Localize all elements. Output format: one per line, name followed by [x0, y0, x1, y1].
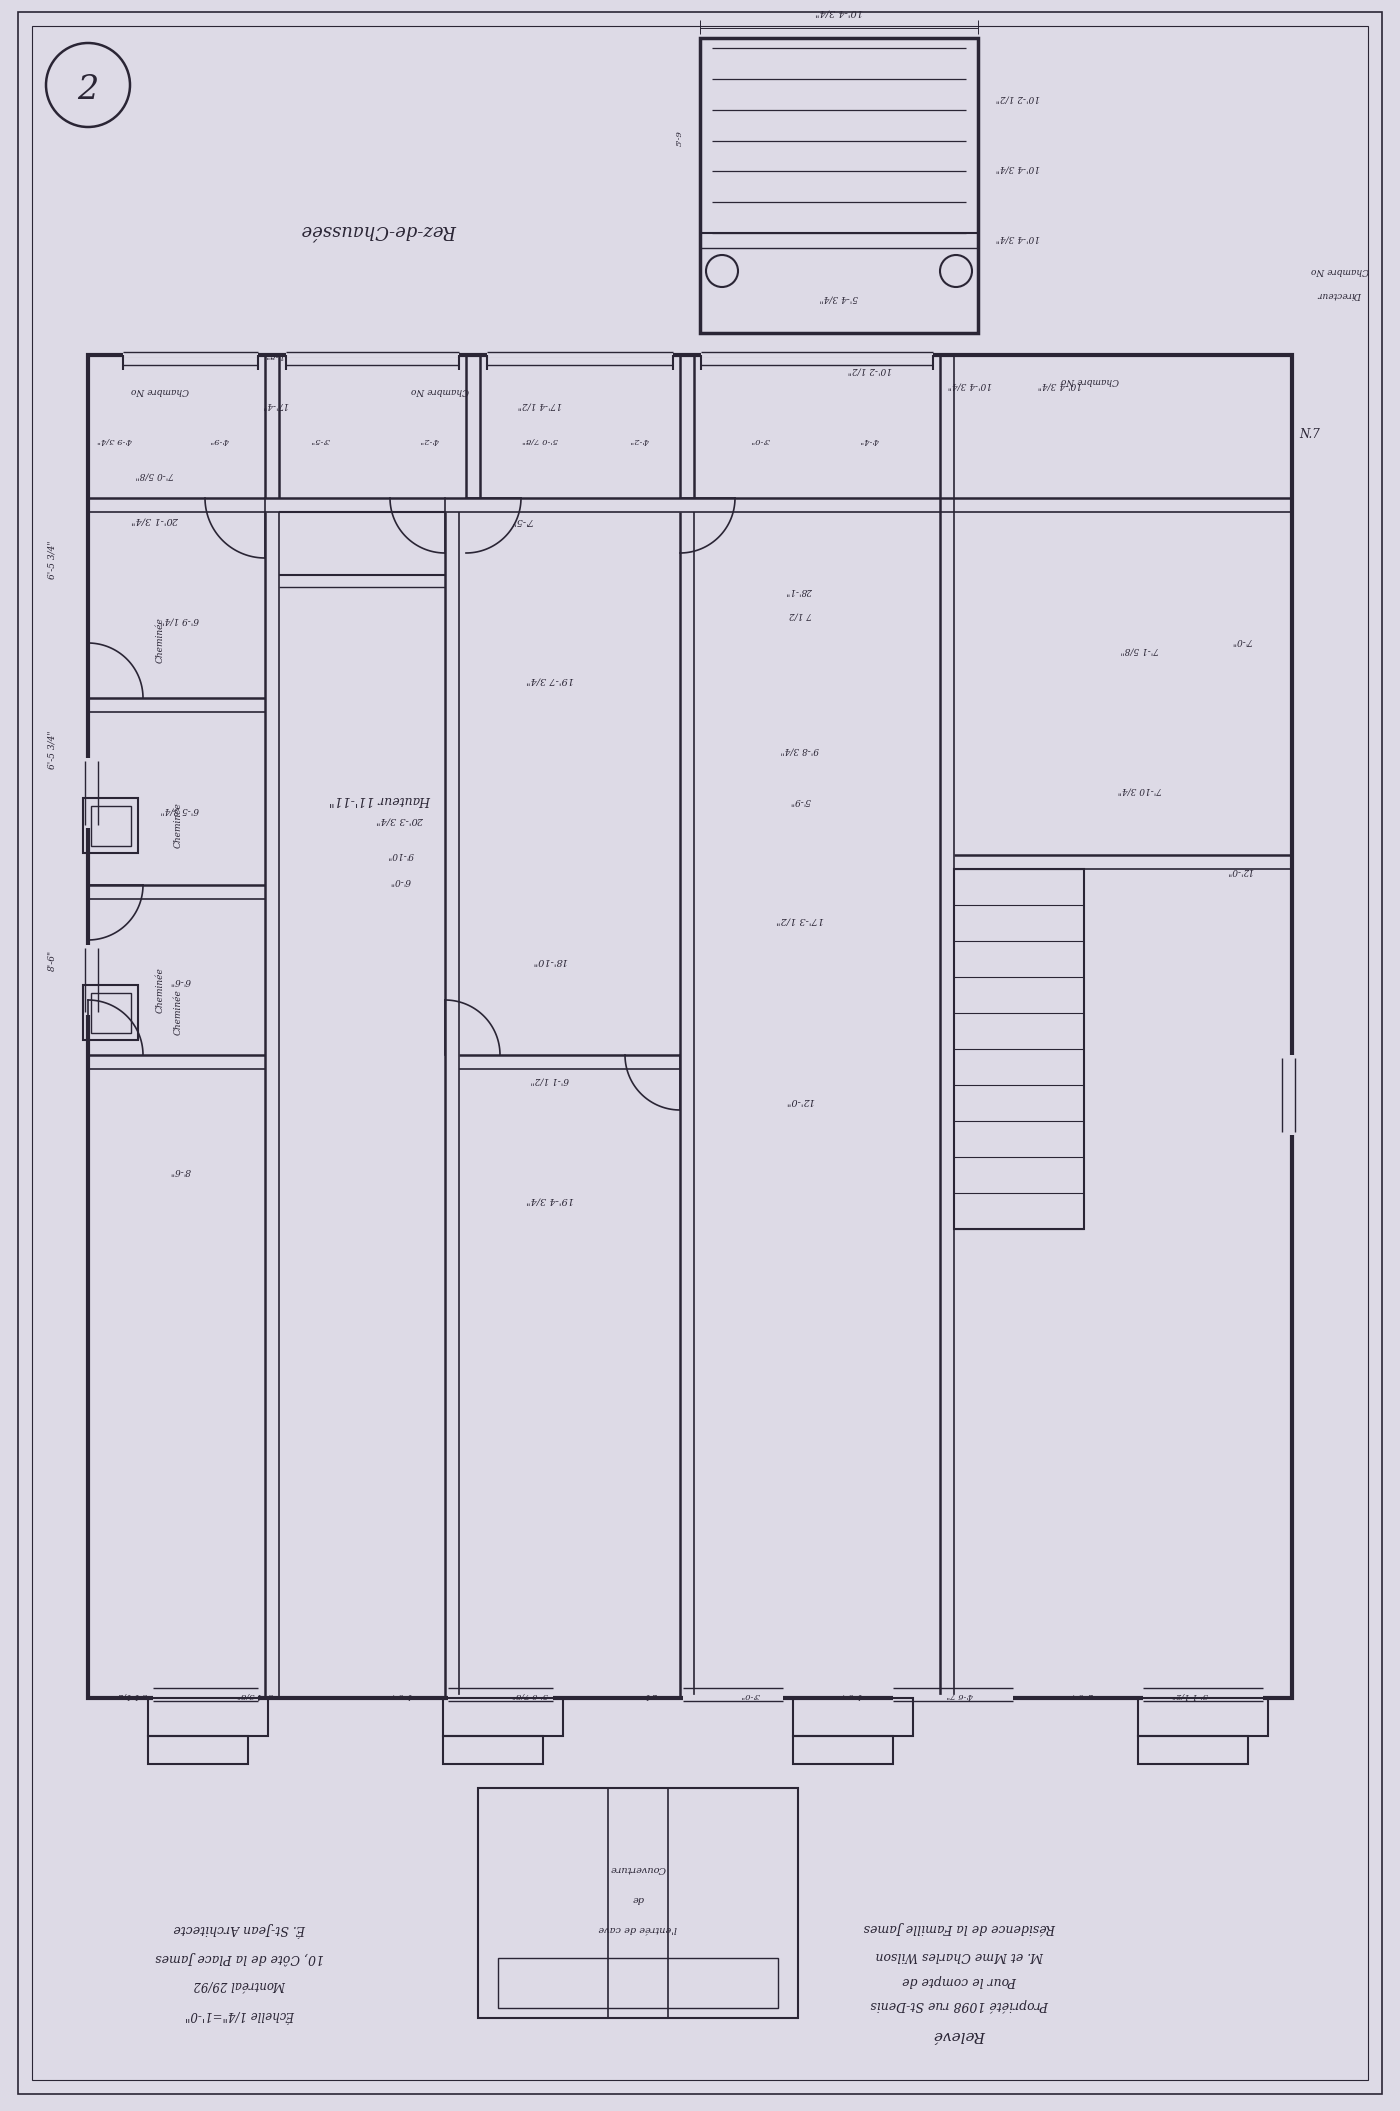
Text: Chambre No: Chambre No	[1310, 266, 1369, 274]
Text: 7 1/2: 7 1/2	[788, 610, 812, 619]
Text: Cheminée: Cheminée	[155, 967, 165, 1013]
Text: Chambre No: Chambre No	[412, 386, 469, 395]
Bar	[953, 870, 1084, 1229]
Bar	[792, 1735, 893, 1765]
Text: 5'-9": 5'-9"	[790, 796, 811, 804]
Text: 5'-0 7/8": 5'-0 7/8"	[512, 1691, 547, 1699]
Text: 3'-5": 3'-5"	[311, 437, 330, 443]
Text: 7'-0 5/8": 7'-0 5/8"	[136, 471, 174, 479]
Text: 6'-9 1/4": 6'-9 1/4"	[161, 616, 199, 625]
Text: 4'-9": 4'-9"	[210, 437, 230, 443]
Text: 4'-0 7": 4'-0 7"	[386, 1691, 414, 1699]
Text: 9'-10": 9'-10"	[386, 851, 413, 859]
Text: 4'-2": 4'-2"	[420, 437, 440, 443]
Bar	[91, 806, 132, 847]
Bar	[148, 1697, 267, 1735]
Text: 7'-1 5/8": 7'-1 5/8"	[1121, 646, 1159, 654]
Text: Résidence de la Famille James: Résidence de la Famille James	[864, 1921, 1056, 1936]
Text: 10'-2 1/2": 10'-2 1/2"	[848, 365, 892, 374]
Bar	[91, 992, 132, 1032]
Text: 7'-5": 7'-5"	[508, 515, 532, 524]
Text: 4'-9 3/4": 4'-9 3/4"	[97, 437, 133, 443]
Text: 10'-4 3/4": 10'-4 3/4"	[995, 163, 1040, 173]
Text: 10'-2 1/2": 10'-2 1/2"	[995, 93, 1040, 103]
Text: 10'-4 3/4": 10'-4 3/4"	[948, 380, 993, 391]
Bar	[700, 38, 979, 334]
Text: Cheminée: Cheminée	[174, 990, 182, 1034]
Text: l'entrée de cave: l'entrée de cave	[599, 1923, 678, 1932]
Text: 17'-4": 17'-4"	[262, 401, 288, 410]
Text: 1'-8": 1'-8"	[265, 350, 284, 359]
Text: 6'-6": 6'-6"	[169, 975, 190, 984]
Text: 8'-6": 8'-6"	[169, 1165, 190, 1174]
Text: 3'1 1/2": 3'1 1/2"	[113, 1691, 147, 1699]
Bar	[148, 1735, 248, 1765]
Bar	[442, 1735, 543, 1765]
Text: 20'-3 3/4": 20'-3 3/4"	[377, 815, 424, 825]
Bar	[498, 1959, 778, 2008]
Text: Chambre No: Chambre No	[1061, 376, 1119, 384]
Text: 4'-2": 4'-2"	[630, 437, 650, 443]
Text: 3'-0": 3'-0"	[750, 437, 770, 443]
Text: 5'-4 3/8": 5'-4 3/8"	[237, 1691, 273, 1699]
Text: Propriété 1098 rue St-Denis: Propriété 1098 rue St-Denis	[871, 1999, 1050, 2012]
Text: 3'-1 1/2": 3'-1 1/2"	[1172, 1691, 1208, 1699]
Text: 9'-8 3/4": 9'-8 3/4"	[781, 745, 819, 754]
Text: 10, Côte de la Place James: 10, Côte de la Place James	[155, 1951, 325, 1965]
Text: 19'-7 3/4": 19'-7 3/4"	[526, 676, 574, 684]
Text: 3'-0": 3'-0"	[741, 1691, 760, 1699]
Text: Rez-de-Chaussée: Rez-de-Chaussée	[302, 222, 458, 239]
Text: 10'-4 3/4": 10'-4 3/4"	[815, 8, 862, 17]
Text: 5'-9: 5'-9	[676, 131, 685, 146]
Text: Échelle 1/4"=1'-0": Échelle 1/4"=1'-0"	[185, 2008, 295, 2022]
Text: 4'-4": 4'-4"	[860, 437, 879, 443]
Text: 6'-5 3/4": 6'-5 3/4"	[48, 730, 56, 768]
Bar	[83, 986, 139, 1041]
Text: de: de	[631, 1894, 644, 1902]
Text: Chambre No: Chambre No	[132, 386, 189, 395]
Text: M. et Mme Charles Wilson: M. et Mme Charles Wilson	[876, 1948, 1044, 1961]
Text: 6'-1 1/2": 6'-1 1/2"	[531, 1074, 570, 1085]
Text: Couverture: Couverture	[610, 1864, 666, 1872]
Bar	[442, 1697, 563, 1735]
Text: Hauteur 11'-11": Hauteur 11'-11"	[329, 794, 431, 806]
Text: 20'-1 3/4": 20'-1 3/4"	[132, 515, 179, 524]
Text: 8'-6": 8'-6"	[48, 950, 56, 971]
Text: 5'-0 7/8": 5'-0 7/8"	[522, 437, 559, 443]
Bar	[477, 1788, 798, 2018]
Text: 19'-4 3/4": 19'-4 3/4"	[526, 1195, 574, 1205]
Text: 10'-4 3/4": 10'-4 3/4"	[995, 234, 1040, 243]
Text: 6'-0": 6'-0"	[389, 876, 410, 885]
Text: 28'-1": 28'-1"	[787, 585, 813, 595]
Text: 2'1": 2'1"	[641, 1691, 658, 1699]
Text: Pour le compte de: Pour le compte de	[903, 1974, 1018, 1986]
Text: 17'-4 1/2": 17'-4 1/2"	[518, 401, 563, 410]
Text: 17'-3 1/2": 17'-3 1/2"	[776, 916, 825, 925]
Text: 12'-0": 12'-0"	[1226, 866, 1253, 874]
Text: Directeur: Directeur	[1319, 291, 1362, 300]
Text: Cheminée: Cheminée	[174, 802, 182, 849]
Text: Cheminée: Cheminée	[155, 616, 165, 663]
Text: 2: 2	[77, 74, 98, 106]
Text: 7'-10 3/4": 7'-10 3/4"	[1117, 785, 1162, 794]
Bar	[1138, 1735, 1247, 1765]
Text: É. St-Jean Architecte: É. St-Jean Architecte	[174, 1923, 307, 1938]
Bar	[88, 355, 1292, 1697]
Text: 10'-4 3/4": 10'-4 3/4"	[1037, 380, 1082, 391]
Bar	[83, 798, 139, 853]
Text: 2'-0 7": 2'-0 7"	[1067, 1691, 1093, 1699]
Text: 6'-5 3/4": 6'-5 3/4"	[48, 540, 56, 578]
Text: 12'-0": 12'-0"	[785, 1096, 815, 1104]
Text: 4'-6 7": 4'-6 7"	[946, 1691, 974, 1699]
Bar	[792, 1697, 913, 1735]
Text: 18'-10": 18'-10"	[532, 956, 567, 965]
Text: 7'-0": 7'-0"	[1229, 635, 1250, 644]
Text: N.7: N.7	[1299, 429, 1320, 441]
Text: 5'-4 3/4": 5'-4 3/4"	[820, 293, 858, 302]
Text: 4'-0 7": 4'-0 7"	[836, 1691, 864, 1699]
Text: 6'-5 3/4": 6'-5 3/4"	[161, 806, 199, 815]
Text: Montréal 29/92: Montréal 29/92	[193, 1978, 287, 1991]
Bar	[1138, 1697, 1268, 1735]
Text: Relevé: Relevé	[934, 2029, 986, 2041]
